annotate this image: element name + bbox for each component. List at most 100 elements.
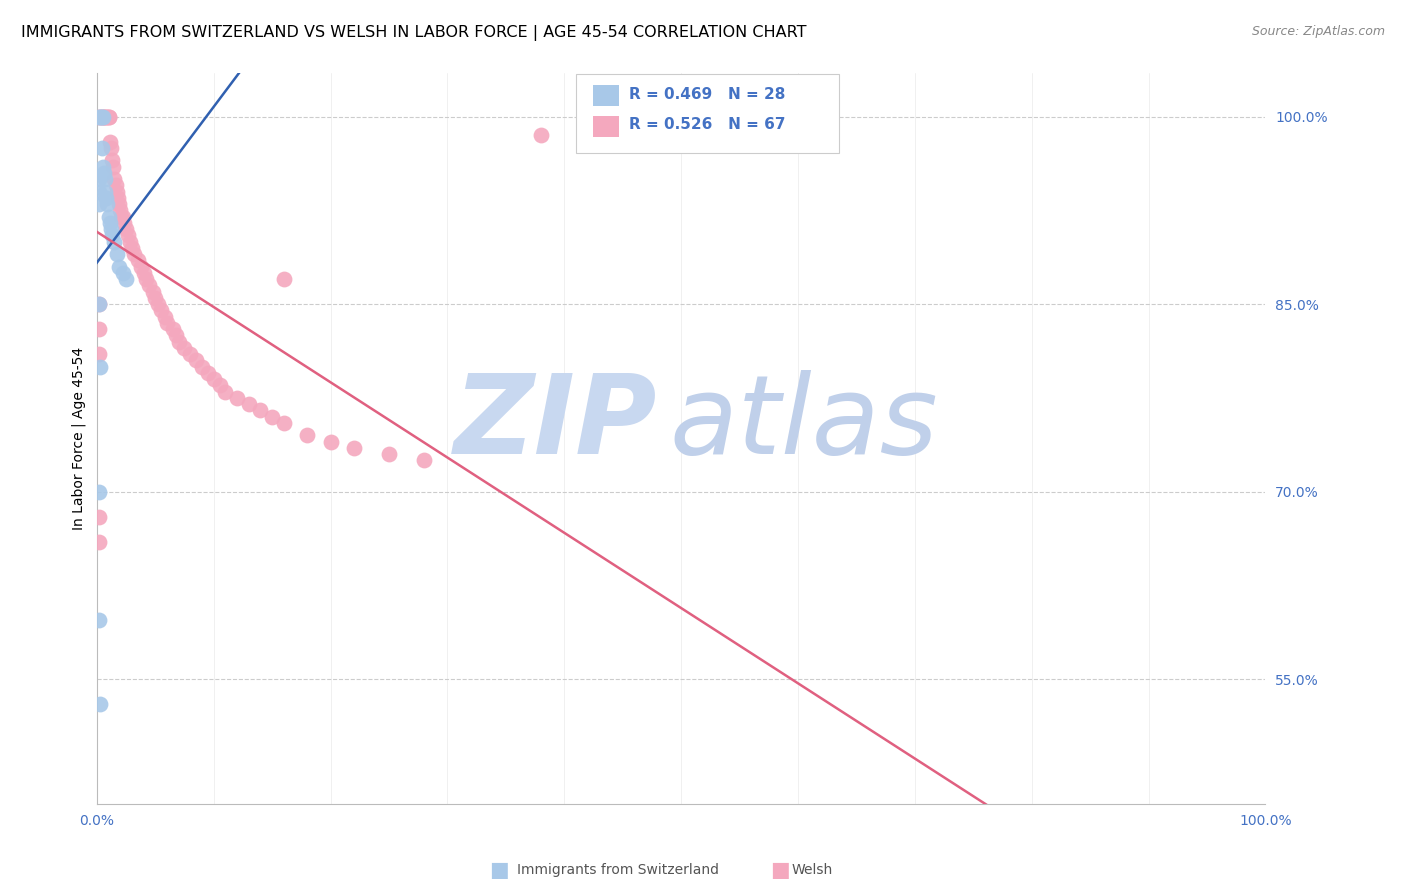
Text: Source: ZipAtlas.com: Source: ZipAtlas.com <box>1251 25 1385 38</box>
Point <box>132 266 155 280</box>
Point <box>262 409 284 424</box>
Point <box>273 416 295 430</box>
Point <box>89 509 111 524</box>
Text: IMMIGRANTS FROM SWITZERLAND VS WELSH IN LABOR FORCE | AGE 45-54 CORRELATION CHAR: IMMIGRANTS FROM SWITZERLAND VS WELSH IN … <box>21 25 807 41</box>
Point <box>105 247 128 261</box>
Point <box>103 160 125 174</box>
Point <box>93 166 115 180</box>
Point <box>94 172 117 186</box>
Bar <box>593 86 619 106</box>
Point <box>94 185 117 199</box>
Point <box>89 614 111 628</box>
Point <box>115 222 138 236</box>
Point <box>156 316 179 330</box>
Text: atlas: atlas <box>669 370 938 477</box>
Point <box>111 210 134 224</box>
Point <box>97 110 120 124</box>
Text: R = 0.526   N = 67: R = 0.526 N = 67 <box>628 118 785 132</box>
Point <box>105 185 128 199</box>
Point <box>112 216 135 230</box>
Point <box>127 253 149 268</box>
Point <box>110 210 132 224</box>
Point <box>89 484 111 499</box>
Point <box>530 128 553 143</box>
Text: ■: ■ <box>489 860 509 880</box>
Point <box>89 534 111 549</box>
Point <box>214 384 236 399</box>
Point <box>191 359 214 374</box>
Point <box>96 191 118 205</box>
Point <box>153 310 176 324</box>
Point <box>89 172 111 186</box>
Point <box>118 235 141 249</box>
Point <box>143 291 166 305</box>
Point <box>104 178 127 193</box>
Point <box>97 110 120 124</box>
Point <box>173 341 195 355</box>
Point <box>295 428 318 442</box>
Point <box>108 197 131 211</box>
Point <box>135 272 157 286</box>
Point <box>89 110 111 124</box>
Text: ZIP: ZIP <box>454 370 658 477</box>
Point <box>103 235 125 249</box>
Point <box>101 153 124 168</box>
Text: Immigrants from Switzerland: Immigrants from Switzerland <box>517 863 720 877</box>
Bar <box>593 116 619 136</box>
Point <box>96 197 118 211</box>
Point <box>96 110 118 124</box>
Point <box>179 347 201 361</box>
Point <box>343 441 366 455</box>
Point <box>89 110 111 124</box>
Point <box>89 322 111 336</box>
Point <box>90 110 112 124</box>
FancyBboxPatch shape <box>576 74 839 153</box>
Point <box>89 697 111 711</box>
Point <box>197 366 219 380</box>
Point <box>108 260 131 274</box>
Point <box>249 403 271 417</box>
Point <box>165 328 187 343</box>
Point <box>89 347 111 361</box>
Point <box>273 272 295 286</box>
Point <box>93 110 115 124</box>
Point <box>89 185 111 199</box>
Point <box>208 378 231 392</box>
Text: R = 0.469   N = 28: R = 0.469 N = 28 <box>628 87 785 102</box>
Point <box>91 110 114 124</box>
Point <box>100 222 122 236</box>
Point <box>111 266 134 280</box>
Point <box>89 197 111 211</box>
Point <box>167 334 190 349</box>
Point <box>146 297 169 311</box>
Point <box>162 322 184 336</box>
Text: Welsh: Welsh <box>792 863 832 877</box>
Point <box>117 228 139 243</box>
Point <box>89 110 111 124</box>
Point <box>129 260 152 274</box>
Point <box>138 278 160 293</box>
Point <box>319 434 342 449</box>
Point <box>142 285 165 299</box>
Point <box>97 210 120 224</box>
Point <box>121 241 143 255</box>
Point <box>413 453 436 467</box>
Point <box>89 359 111 374</box>
Point <box>98 135 121 149</box>
Point <box>115 272 138 286</box>
Point <box>378 447 401 461</box>
Point <box>110 203 132 218</box>
Point <box>226 391 249 405</box>
Point <box>101 228 124 243</box>
Y-axis label: In Labor Force | Age 45-54: In Labor Force | Age 45-54 <box>72 347 86 530</box>
Point <box>98 216 121 230</box>
Text: ■: ■ <box>770 860 790 880</box>
Point <box>89 297 111 311</box>
Point <box>91 160 114 174</box>
Point <box>100 141 122 155</box>
Point <box>107 191 129 205</box>
Point <box>122 247 145 261</box>
Point <box>238 397 260 411</box>
Point <box>89 110 111 124</box>
Point <box>150 303 173 318</box>
